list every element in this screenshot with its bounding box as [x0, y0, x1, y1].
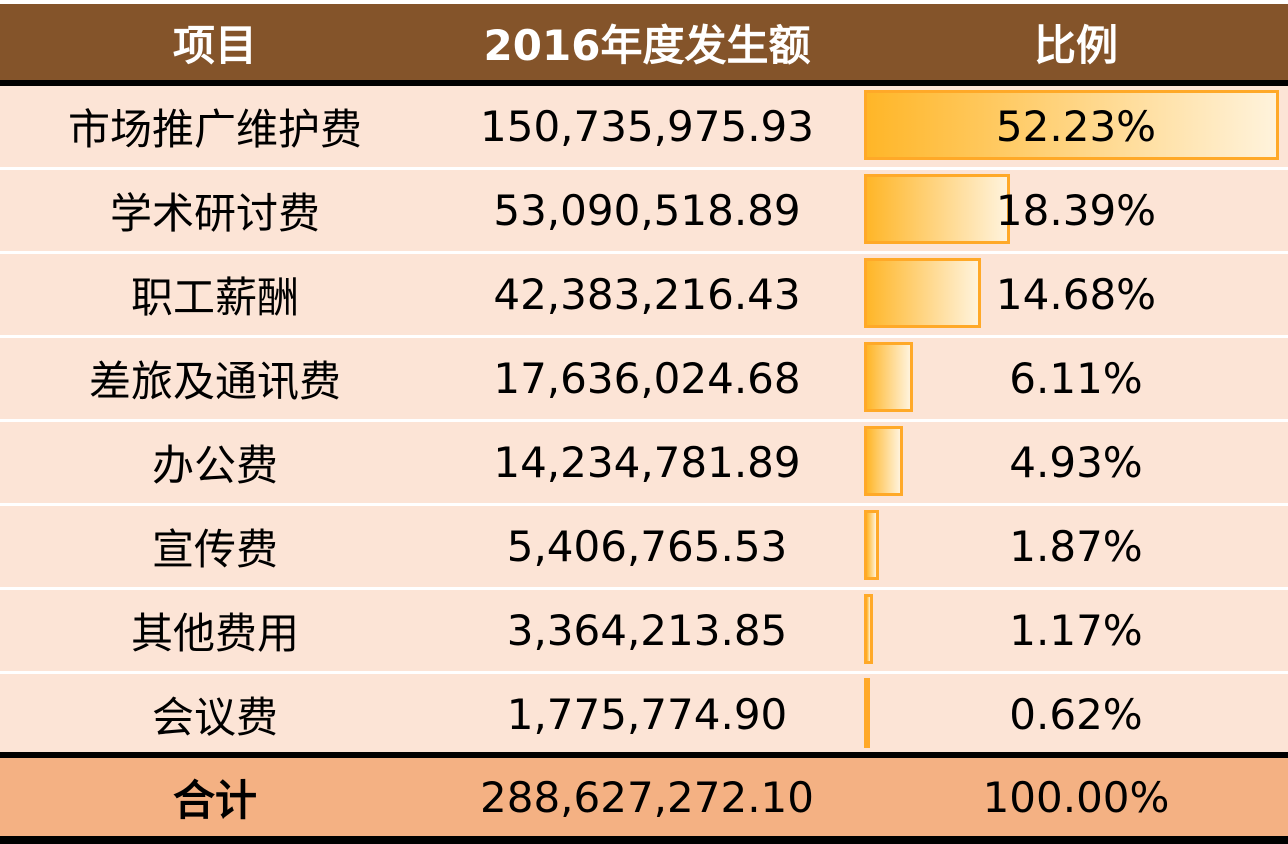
ratio-cell: 52.23% [995, 102, 1157, 151]
table-row: 市场推广维护费 150,735,975.93 52.23% [0, 86, 1288, 167]
table-row: 其他费用 3,364,213.85 1.17% [0, 590, 1288, 671]
table-row: 差旅及通讯费 17,636,024.68 6.11% [0, 338, 1288, 419]
data-bar [864, 342, 913, 412]
item-cell: 差旅及通讯费 [88, 357, 341, 406]
amount-cell: 17,636,024.68 [493, 354, 801, 403]
amount-cell: 42,383,216.43 [493, 270, 801, 319]
ratio-cell: 0.62% [1009, 690, 1143, 739]
table-body: 市场推广维护费 150,735,975.93 52.23% 学术研讨费 53,090,5… [0, 86, 1288, 758]
data-bar [864, 510, 879, 580]
ratio-cell: 4.93% [1009, 438, 1143, 487]
amount-cell: 1,775,774.90 [506, 690, 788, 739]
data-bar [864, 174, 1011, 244]
item-cell: 办公费 [151, 441, 278, 490]
amount-cell: 5,406,765.53 [506, 522, 788, 571]
item-cell: 学术研讨费 [109, 189, 320, 238]
ratio-cell: 6.11% [1009, 354, 1143, 403]
total-divider [0, 752, 1288, 758]
item-cell: 市场推广维护费 [67, 105, 362, 154]
data-bar [864, 678, 870, 748]
amount-cell: 150,735,975.93 [480, 102, 814, 151]
item-cell: 会议费 [151, 693, 278, 742]
ratio-cell: 14.68% [995, 270, 1157, 319]
header-item: 项目 [172, 20, 257, 70]
header-ratio: 比例 [1033, 20, 1118, 70]
total-row: 合计 288,627,272.10 100.00% [0, 758, 1288, 836]
ratio-cell: 18.39% [995, 186, 1157, 235]
bottom-border [0, 836, 1288, 844]
table-row: 学术研讨费 53,090,518.89 18.39% [0, 170, 1288, 251]
ratio-cell: 1.87% [1009, 522, 1143, 571]
data-bar [864, 258, 981, 328]
data-bar [864, 594, 874, 664]
table-row: 宣传费 5,406,765.53 1.87% [0, 506, 1288, 587]
total-label: 合计 [172, 775, 257, 825]
amount-cell: 3,364,213.85 [506, 606, 788, 655]
table-row: 办公费 14,234,781.89 4.93% [0, 422, 1288, 503]
table-row: 会议费 1,775,774.90 0.62% [0, 674, 1288, 755]
header-amount: 2016年度发生额 [483, 20, 811, 70]
item-cell: 职工薪酬 [130, 273, 299, 322]
total-amount: 288,627,272.10 [480, 772, 814, 822]
ratio-cell: 1.17% [1009, 606, 1143, 655]
amount-cell: 53,090,518.89 [493, 186, 801, 235]
item-cell: 其他费用 [130, 609, 299, 658]
header-divider [0, 80, 1288, 86]
data-bar [864, 426, 904, 496]
amount-cell: 14,234,781.89 [493, 438, 801, 487]
total-ratio: 100.00% [982, 772, 1170, 822]
item-cell: 宣传费 [151, 525, 278, 574]
table-header: 项目 2016年度发生额 比例 [0, 4, 1288, 80]
table-row: 职工薪酬 42,383,216.43 14.68% [0, 254, 1288, 335]
data-bar [864, 90, 1279, 160]
